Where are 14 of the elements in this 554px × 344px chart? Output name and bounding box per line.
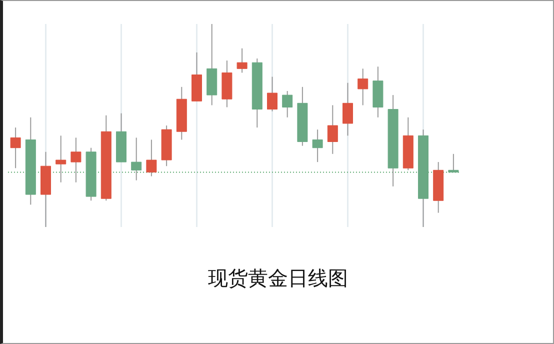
candlestick — [342, 82, 353, 136]
candlestick — [131, 137, 142, 181]
candlestick — [10, 127, 21, 169]
candlestick — [236, 48, 248, 74]
candlestick — [358, 68, 368, 106]
candlestick — [70, 137, 82, 183]
candlestick — [282, 90, 293, 118]
candlestick — [448, 153, 459, 173]
candlestick — [327, 104, 338, 154]
candlestick — [267, 76, 278, 112]
candlestick — [312, 129, 323, 163]
candlestick — [146, 139, 157, 177]
candlestick — [56, 135, 66, 183]
text: 现货黄金日线图 — [208, 266, 348, 290]
